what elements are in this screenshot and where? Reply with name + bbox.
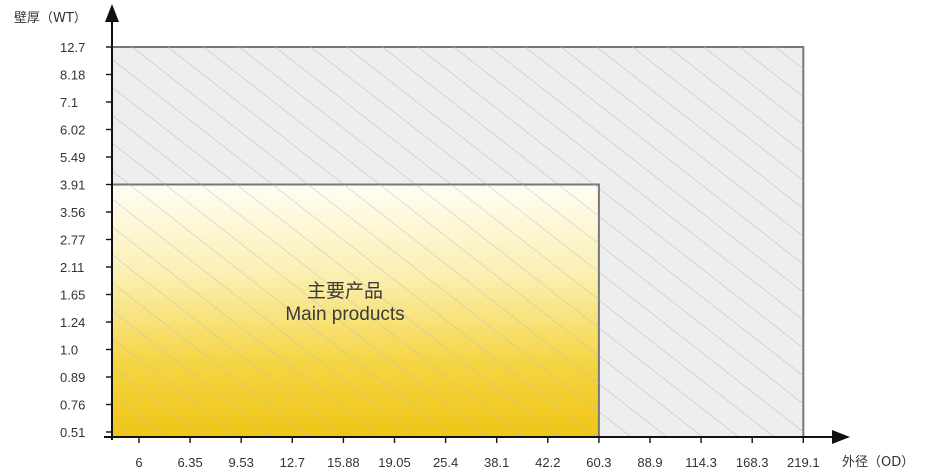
x-tick-label: 114.3 — [685, 455, 717, 470]
x-tick-label: 168.3 — [736, 455, 769, 470]
x-tick-group: 6 6.35 9.53 12.7 15.88 19.05 25.4 38.1 42.2 60.3 8… — [135, 437, 820, 470]
y-tick-group: 0.51 0.76 0.89 1.0 1.24 1.65 2.11 2.77 3.56 3.91 5… — [60, 40, 112, 440]
x-tick-label: 12.7 — [280, 455, 305, 470]
main-products-label-en: Main products — [285, 304, 404, 325]
x-tick-label: 25.4 — [433, 455, 458, 470]
y-tick-label: 0.51 — [60, 425, 85, 440]
main-products-label-cn: 主要产品 — [307, 280, 383, 302]
y-tick-label: 5.49 — [60, 150, 85, 165]
y-tick-label: 3.56 — [60, 205, 85, 220]
y-tick-label: 2.77 — [60, 233, 85, 248]
y-tick-label: 6.02 — [60, 123, 85, 138]
y-tick-label: 8.18 — [60, 68, 85, 83]
x-tick-label: 60.3 — [586, 455, 611, 470]
y-tick-label: 3.91 — [60, 178, 85, 193]
y-tick-label: 1.65 — [60, 288, 85, 303]
x-tick-label: 219.1 — [787, 455, 820, 470]
y-axis-title: 壁厚（WT） — [14, 11, 87, 26]
x-axis-title: 外径（OD） — [842, 455, 914, 470]
y-tick-label: 1.0 — [60, 343, 78, 358]
y-axis-arrow-icon — [105, 4, 119, 22]
main-products-hatch — [112, 184, 599, 437]
y-tick-label: 12.7 — [60, 40, 85, 55]
x-tick-label: 9.53 — [229, 455, 254, 470]
x-axis-arrow-icon — [832, 430, 850, 444]
x-tick-label: 38.1 — [484, 455, 509, 470]
x-tick-label: 88.9 — [637, 455, 662, 470]
x-tick-label: 6.35 — [177, 455, 202, 470]
y-tick-label: 0.76 — [60, 398, 85, 413]
x-tick-label: 19.05 — [378, 455, 411, 470]
y-tick-label: 2.11 — [60, 260, 84, 275]
x-tick-label: 42.2 — [535, 455, 560, 470]
y-tick-label: 0.89 — [60, 370, 85, 385]
y-tick-label: 7.1 — [60, 95, 78, 110]
y-tick-label: 1.24 — [60, 315, 85, 330]
x-tick-label: 15.88 — [327, 455, 360, 470]
x-tick-label: 6 — [135, 455, 142, 470]
